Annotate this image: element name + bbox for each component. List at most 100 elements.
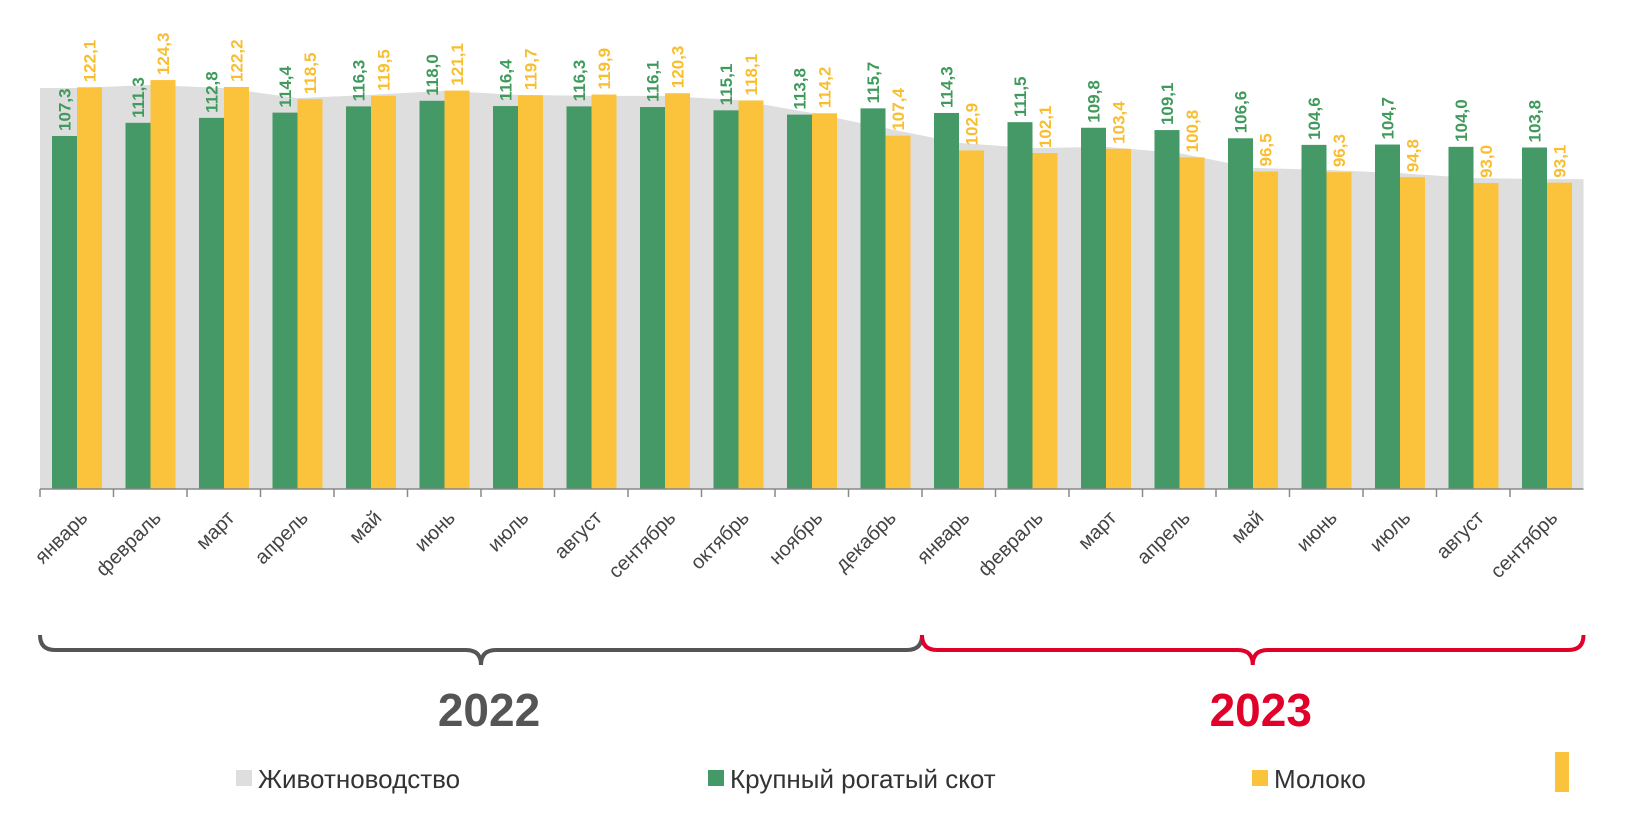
data-label: 94,8 bbox=[1404, 139, 1423, 172]
bar bbox=[224, 86, 249, 489]
data-label: 111,3 bbox=[129, 77, 148, 118]
x-tick-label: февраль bbox=[974, 507, 1048, 581]
bar bbox=[959, 150, 984, 490]
data-label: 114,2 bbox=[816, 67, 835, 109]
bar bbox=[150, 80, 176, 489]
bar bbox=[125, 122, 151, 489]
bar bbox=[444, 90, 470, 490]
x-tick-label: июль bbox=[1366, 507, 1415, 556]
legend-swatch bbox=[1252, 770, 1268, 786]
data-label: 120,3 bbox=[669, 46, 688, 89]
data-label: 115,1 bbox=[717, 64, 736, 106]
data-label: 122,1 bbox=[81, 40, 100, 83]
group-label: 2022 bbox=[438, 684, 540, 736]
x-tick-label: июнь bbox=[1293, 507, 1342, 556]
data-label: 111,5 bbox=[1011, 76, 1030, 117]
x-tick-label: апрель bbox=[1133, 507, 1195, 569]
bar bbox=[860, 108, 886, 490]
legend-label: Крупный рогатый скот bbox=[730, 764, 996, 794]
data-label: 122,2 bbox=[228, 39, 247, 82]
bar bbox=[1400, 177, 1425, 489]
data-label: 100,8 bbox=[1183, 110, 1202, 153]
bar bbox=[934, 112, 959, 489]
data-label: 118,1 bbox=[742, 54, 761, 96]
data-label: 102,1 bbox=[1036, 106, 1055, 149]
x-tick-label: март bbox=[1074, 507, 1121, 554]
bar bbox=[1179, 157, 1205, 490]
data-label: 116,3 bbox=[570, 60, 589, 102]
data-label: 113,8 bbox=[791, 68, 810, 110]
data-label: 96,5 bbox=[1257, 133, 1276, 166]
data-label: 116,1 bbox=[644, 60, 663, 102]
bar bbox=[297, 99, 323, 489]
x-tick-label: май bbox=[1227, 507, 1268, 548]
x-tick-label: февраль bbox=[92, 507, 166, 581]
group-brace bbox=[920, 634, 1586, 666]
bar bbox=[493, 106, 518, 489]
data-label: 106,6 bbox=[1232, 91, 1251, 134]
x-tick-label: сентябрь bbox=[605, 507, 681, 583]
bar bbox=[566, 106, 592, 490]
bar bbox=[1547, 182, 1572, 490]
group-brace bbox=[38, 634, 924, 666]
x-tick-label: июль bbox=[484, 507, 533, 556]
data-label: 118,0 bbox=[423, 54, 442, 96]
x-tick-label: январь bbox=[913, 507, 974, 568]
data-label: 115,7 bbox=[864, 62, 883, 104]
data-label: 104,0 bbox=[1452, 99, 1471, 142]
data-label: 102,9 bbox=[963, 103, 982, 146]
bar bbox=[199, 117, 224, 489]
x-tick-label: октябрь bbox=[687, 507, 754, 574]
legend-swatch bbox=[708, 770, 724, 786]
x-tick-label: декабрь bbox=[831, 507, 900, 576]
data-label: 93,1 bbox=[1551, 145, 1570, 178]
data-label: 103,4 bbox=[1110, 101, 1129, 144]
data-label: 103,8 bbox=[1526, 100, 1545, 143]
data-label: 119,7 bbox=[522, 49, 541, 91]
data-label: 121,1 bbox=[448, 43, 467, 86]
x-tick-label: август bbox=[550, 507, 607, 564]
bar bbox=[1301, 144, 1327, 489]
bar bbox=[1032, 153, 1058, 489]
bar bbox=[419, 100, 445, 489]
bar bbox=[1007, 122, 1033, 489]
data-label: 109,8 bbox=[1085, 80, 1104, 123]
legend-label: Молоко bbox=[1274, 764, 1366, 794]
bar bbox=[346, 106, 371, 490]
x-tick-label: май bbox=[345, 507, 386, 548]
x-tick-label: сентябрь bbox=[1487, 507, 1563, 583]
bar bbox=[1154, 130, 1180, 489]
data-label: 104,7 bbox=[1379, 97, 1398, 140]
bar bbox=[787, 114, 812, 490]
bar bbox=[1522, 147, 1547, 490]
data-label: 107,4 bbox=[889, 88, 908, 131]
x-tick-label: апрель bbox=[251, 507, 313, 569]
data-label: 116,4 bbox=[497, 59, 516, 101]
bar bbox=[518, 95, 543, 489]
bar bbox=[812, 113, 837, 490]
legend-swatch bbox=[236, 770, 252, 786]
data-label: 112,8 bbox=[203, 71, 222, 113]
bar bbox=[77, 87, 102, 489]
bar bbox=[1253, 171, 1278, 489]
data-label: 118,5 bbox=[301, 53, 320, 95]
bar bbox=[371, 95, 396, 489]
bar bbox=[591, 94, 617, 490]
data-label: 96,3 bbox=[1330, 134, 1349, 167]
bar bbox=[1106, 148, 1131, 489]
bar bbox=[52, 135, 77, 489]
x-tick-label: август bbox=[1432, 507, 1489, 564]
x-tick-label: март bbox=[192, 507, 239, 554]
data-label: 107,3 bbox=[56, 88, 75, 131]
logo-fragment bbox=[1555, 752, 1569, 792]
group-label: 2023 bbox=[1210, 684, 1312, 736]
data-label: 119,9 bbox=[595, 48, 614, 90]
bar bbox=[738, 100, 764, 490]
bar bbox=[665, 93, 690, 489]
bar bbox=[640, 107, 665, 489]
bar bbox=[1326, 172, 1352, 489]
data-label: 114,3 bbox=[938, 66, 957, 108]
x-tick-label: январь bbox=[31, 507, 92, 568]
bar bbox=[885, 135, 911, 490]
